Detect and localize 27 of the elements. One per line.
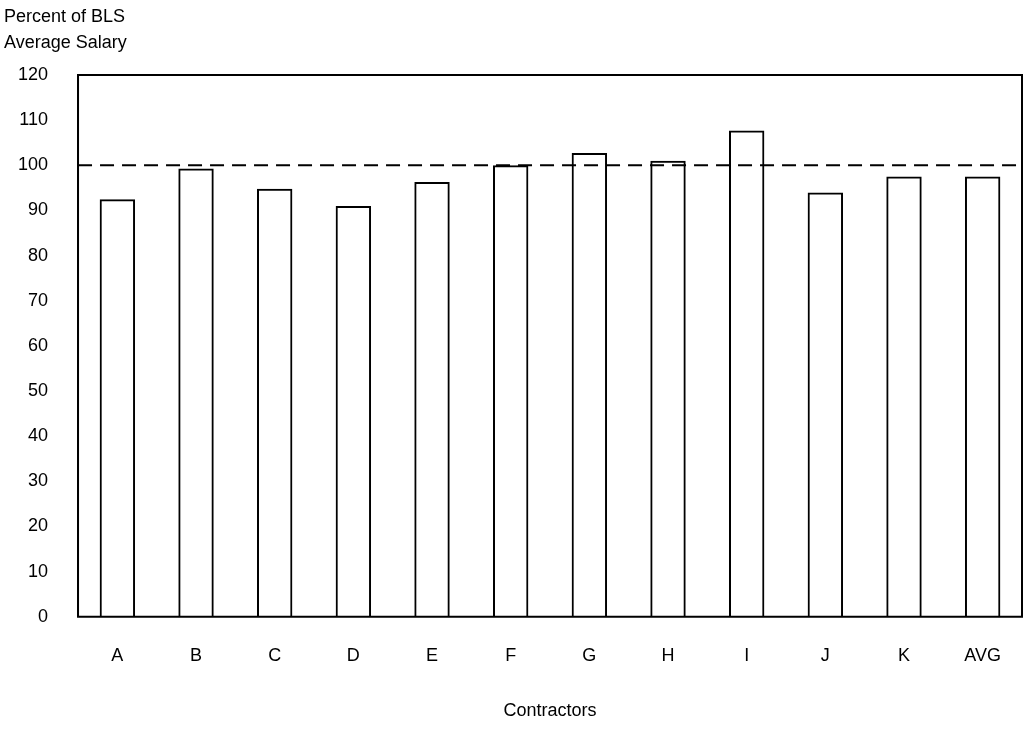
y-tick-label: 80 <box>28 244 49 265</box>
y-axis-title: Percent of BLS Average Salary <box>4 6 127 52</box>
y-tick-label: 10 <box>28 560 49 581</box>
y-tick-label: 120 <box>17 63 49 84</box>
y-tick-label: 30 <box>28 470 49 491</box>
x-tick-label: I <box>744 644 750 665</box>
x-tick-label: H <box>661 644 675 665</box>
x-tick-label: C <box>268 644 282 665</box>
x-tick-label: E <box>426 644 439 665</box>
y-tick-label: 50 <box>28 380 49 401</box>
x-tick-label: D <box>346 644 360 665</box>
x-tick-label: G <box>582 644 597 665</box>
x-tick-label: K <box>898 644 911 665</box>
y-tick-label: 20 <box>28 515 49 536</box>
x-axis-title: Contractors <box>503 700 597 721</box>
y-tick-label: 100 <box>17 154 49 175</box>
y-tick-label: 40 <box>28 425 49 446</box>
y-tick-label: 0 <box>38 605 49 626</box>
y-tick-label: 110 <box>19 109 49 130</box>
x-tick-label: B <box>190 644 203 665</box>
x-tick-label: A <box>111 644 124 665</box>
x-tick-label: J <box>820 644 830 665</box>
y-tick-label: 70 <box>28 289 49 310</box>
x-tick-label: F <box>505 644 517 665</box>
y-tick-label: 90 <box>28 199 49 220</box>
x-tick-label: AVG <box>964 644 1002 665</box>
y-tick-label: 60 <box>28 334 49 355</box>
